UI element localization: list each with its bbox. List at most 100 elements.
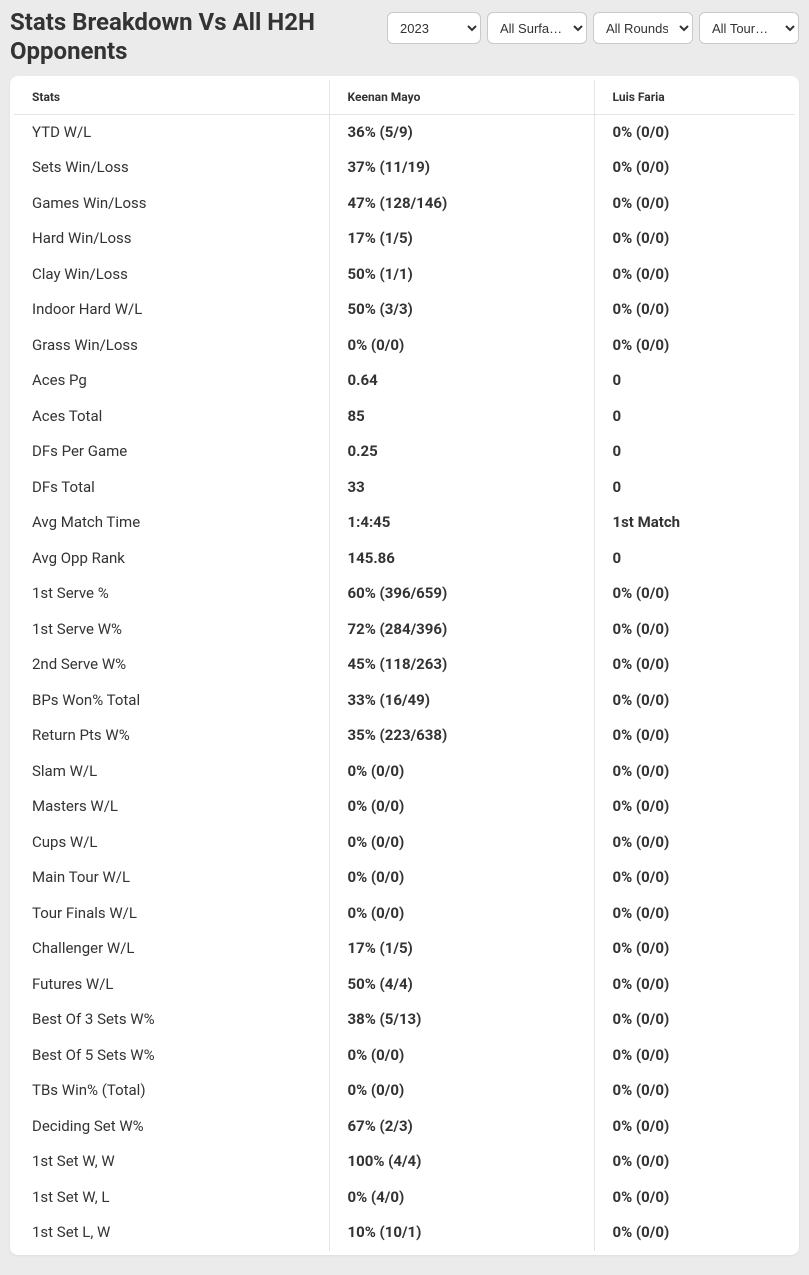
stat-name-cell: Main Tour W/L [14,860,329,896]
player1-value-cell: 0% (0/0) [329,1073,594,1109]
player2-value-cell: 0% (0/0) [594,114,795,150]
player2-value-cell: 0% (0/0) [594,1144,795,1180]
player2-value-cell: 0 [594,363,795,399]
stats-table: Stats Keenan Mayo Luis Faria YTD W/L36% … [14,80,795,1251]
player2-value-cell: 0% (0/0) [594,1109,795,1145]
player2-value-cell: 0 [594,541,795,577]
stat-name-cell: Deciding Set W% [14,1109,329,1145]
player1-value-cell: 38% (5/13) [329,1002,594,1038]
table-header-row: Stats Keenan Mayo Luis Faria [14,80,795,115]
table-row: Avg Opp Rank145.860 [14,541,795,577]
surface-select[interactable]: All Surfa… [487,12,587,44]
player2-value-cell: 0% (0/0) [594,825,795,861]
player1-value-cell: 72% (284/396) [329,612,594,648]
table-row: Best Of 3 Sets W%38% (5/13)0% (0/0) [14,1002,795,1038]
table-row: Masters W/L0% (0/0)0% (0/0) [14,789,795,825]
table-row: Indoor Hard W/L50% (3/3)0% (0/0) [14,292,795,328]
player1-value-cell: 36% (5/9) [329,114,594,150]
table-row: Main Tour W/L0% (0/0)0% (0/0) [14,860,795,896]
table-row: 1st Set W, W100% (4/4)0% (0/0) [14,1144,795,1180]
player2-value-cell: 0% (0/0) [594,718,795,754]
stat-name-cell: Cups W/L [14,825,329,861]
player2-value-cell: 0% (0/0) [594,221,795,257]
stat-name-cell: Indoor Hard W/L [14,292,329,328]
player2-value-cell: 0% (0/0) [594,186,795,222]
player2-value-cell: 0% (0/0) [594,683,795,719]
stat-name-cell: Hard Win/Loss [14,221,329,257]
player1-value-cell: 33 [329,470,594,506]
stat-name-cell: Challenger W/L [14,931,329,967]
player1-value-cell: 17% (1/5) [329,931,594,967]
stat-name-cell: Return Pts W% [14,718,329,754]
player1-value-cell: 0% (0/0) [329,328,594,364]
stat-name-cell: 1st Set W, L [14,1180,329,1216]
table-row: Tour Finals W/L0% (0/0)0% (0/0) [14,896,795,932]
table-row: TBs Win% (Total)0% (0/0)0% (0/0) [14,1073,795,1109]
player1-value-cell: 47% (128/146) [329,186,594,222]
player1-value-cell: 0% (0/0) [329,825,594,861]
player1-value-cell: 33% (16/49) [329,683,594,719]
player2-value-cell: 0 [594,470,795,506]
col-header-player2: Luis Faria [594,80,795,115]
stat-name-cell: 1st Serve % [14,576,329,612]
table-row: 1st Serve W%72% (284/396)0% (0/0) [14,612,795,648]
year-select[interactable]: 2023 [387,12,481,44]
player2-value-cell: 0% (0/0) [594,931,795,967]
player1-value-cell: 37% (11/19) [329,150,594,186]
player2-value-cell: 0% (0/0) [594,647,795,683]
player2-value-cell: 0 [594,399,795,435]
stat-name-cell: Clay Win/Loss [14,257,329,293]
player2-value-cell: 0% (0/0) [594,257,795,293]
player1-value-cell: 0% (0/0) [329,754,594,790]
player2-value-cell: 1st Match [594,505,795,541]
stats-card: Stats Keenan Mayo Luis Faria YTD W/L36% … [10,76,799,1255]
player2-value-cell: 0% (0/0) [594,292,795,328]
player1-value-cell: 17% (1/5) [329,221,594,257]
player2-value-cell: 0% (0/0) [594,150,795,186]
stat-name-cell: 1st Set W, W [14,1144,329,1180]
table-row: BPs Won% Total33% (16/49)0% (0/0) [14,683,795,719]
player1-value-cell: 100% (4/4) [329,1144,594,1180]
player2-value-cell: 0% (0/0) [594,1002,795,1038]
table-row: Games Win/Loss47% (128/146)0% (0/0) [14,186,795,222]
player1-value-cell: 0% (0/0) [329,896,594,932]
stat-name-cell: Avg Opp Rank [14,541,329,577]
table-row: Best Of 5 Sets W%0% (0/0)0% (0/0) [14,1038,795,1074]
table-row: Hard Win/Loss17% (1/5)0% (0/0) [14,221,795,257]
stat-name-cell: 2nd Serve W% [14,647,329,683]
table-row: 2nd Serve W%45% (118/263)0% (0/0) [14,647,795,683]
stat-name-cell: Aces Pg [14,363,329,399]
stat-name-cell: Tour Finals W/L [14,896,329,932]
player2-value-cell: 0% (0/0) [594,896,795,932]
player2-value-cell: 0% (0/0) [594,612,795,648]
stat-name-cell: Games Win/Loss [14,186,329,222]
round-select[interactable]: All Rounds [593,12,693,44]
col-header-player1: Keenan Mayo [329,80,594,115]
stat-name-cell: 1st Set L, W [14,1215,329,1251]
stat-name-cell: Best Of 3 Sets W% [14,1002,329,1038]
table-row: Deciding Set W%67% (2/3)0% (0/0) [14,1109,795,1145]
table-row: Aces Pg0.640 [14,363,795,399]
player1-value-cell: 10% (10/1) [329,1215,594,1251]
table-row: Cups W/L0% (0/0)0% (0/0) [14,825,795,861]
stat-name-cell: Grass Win/Loss [14,328,329,364]
player2-value-cell: 0% (0/0) [594,1038,795,1074]
player2-value-cell: 0% (0/0) [594,789,795,825]
table-row: DFs Per Game0.250 [14,434,795,470]
player1-value-cell: 0% (4/0) [329,1180,594,1216]
tour-select[interactable]: All Tour… [699,12,799,44]
table-row: Challenger W/L17% (1/5)0% (0/0) [14,931,795,967]
player2-value-cell: 0% (0/0) [594,1215,795,1251]
table-row: 1st Serve %60% (396/659)0% (0/0) [14,576,795,612]
table-row: Clay Win/Loss50% (1/1)0% (0/0) [14,257,795,293]
stat-name-cell: Best Of 5 Sets W% [14,1038,329,1074]
stat-name-cell: 1st Serve W% [14,612,329,648]
table-row: Sets Win/Loss37% (11/19)0% (0/0) [14,150,795,186]
table-row: Avg Match Time1:4:451st Match [14,505,795,541]
col-header-stats: Stats [14,80,329,115]
stat-name-cell: Aces Total [14,399,329,435]
page-title: Stats Breakdown Vs All H2H Opponents [10,8,370,66]
player1-value-cell: 67% (2/3) [329,1109,594,1145]
player1-value-cell: 50% (4/4) [329,967,594,1003]
player2-value-cell: 0% (0/0) [594,860,795,896]
